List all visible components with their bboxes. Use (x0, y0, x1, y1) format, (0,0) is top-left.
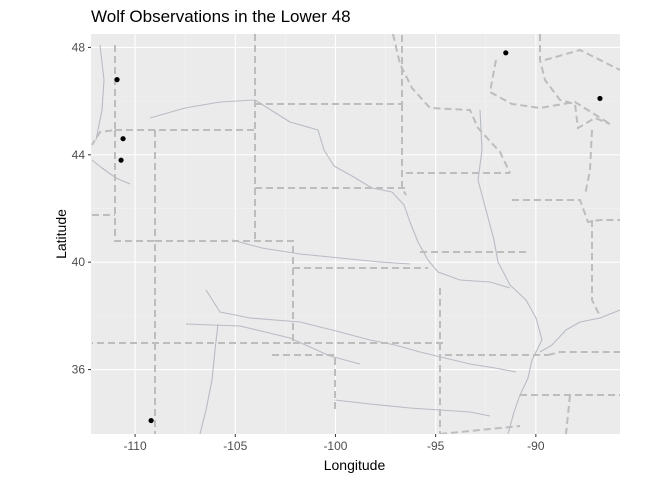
snake-river (91, 159, 131, 185)
y-tick-label: 36 (72, 363, 86, 377)
ohio-river (539, 309, 620, 353)
columbia-river (95, 44, 105, 141)
basemap (91, 34, 620, 434)
observation-point (120, 136, 126, 142)
canadian-river (185, 323, 361, 365)
y-tick-label: 40 (72, 255, 86, 269)
plot-panel (91, 34, 620, 434)
x-tick-label: -95 (427, 439, 445, 453)
observation-point (148, 417, 154, 424)
rio-grande (199, 323, 219, 434)
observation-point (597, 95, 603, 102)
rivers (91, 44, 620, 434)
platte-river (231, 239, 411, 265)
red-river (334, 399, 491, 417)
observation-points (114, 50, 603, 424)
observation-point (114, 77, 120, 83)
state-borders (91, 34, 620, 434)
axes: -110 -105 -100 -95 -90 36 40 44 48 (72, 40, 545, 453)
missouri-river (254, 99, 511, 289)
mississippi-river (477, 109, 543, 434)
x-axis-title: Longitude (324, 457, 386, 473)
x-tick-label: -105 (223, 439, 247, 453)
observation-point (118, 157, 124, 163)
observation-point (503, 50, 509, 56)
missouri-upper (149, 99, 256, 119)
x-tick-label: -110 (124, 439, 147, 453)
y-axis-title: Latitude (53, 209, 69, 259)
y-tick-label: 44 (72, 148, 86, 162)
grid-lines (91, 34, 620, 434)
y-tick-label: 48 (72, 40, 86, 54)
x-tick-label: -100 (323, 439, 347, 453)
x-tick-label: -90 (527, 439, 545, 453)
chart-title: Wolf Observations in the Lower 48 (91, 7, 351, 26)
